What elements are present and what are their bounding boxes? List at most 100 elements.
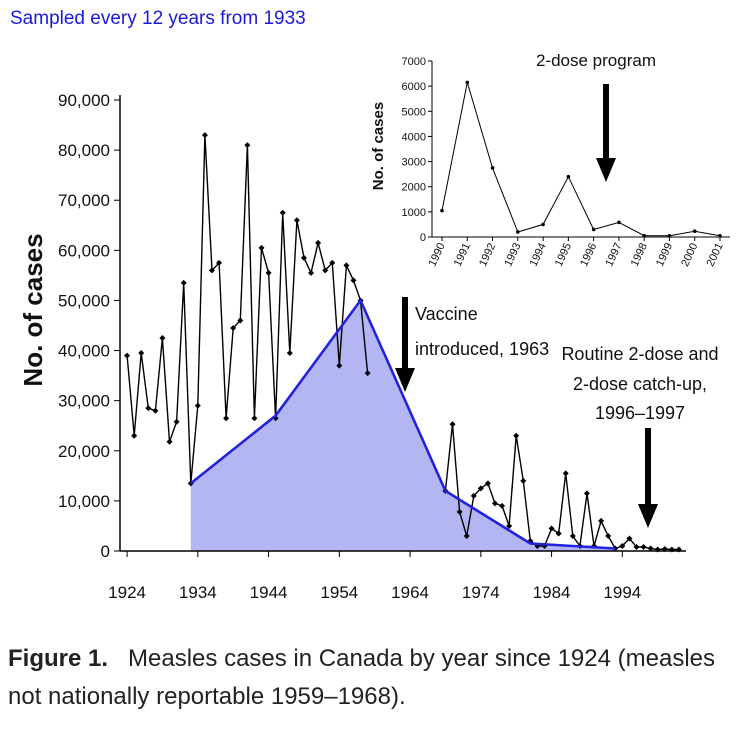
data-point	[138, 350, 145, 357]
data-point	[223, 415, 230, 422]
inset-annotation: 2-dose program	[536, 51, 656, 70]
inset-x-tick-label: 1995	[553, 241, 574, 268]
data-point	[675, 546, 682, 553]
data-point	[216, 259, 223, 266]
y-tick-label: 10,000	[58, 492, 110, 511]
data-point	[548, 525, 555, 532]
inset-x-tick-label: 2000	[679, 241, 700, 268]
data-point	[668, 546, 675, 553]
vaccine-arrow-shaft	[402, 297, 408, 370]
data-point	[159, 335, 166, 342]
data-point	[208, 267, 215, 274]
inset-point	[617, 220, 621, 225]
data-point	[152, 407, 159, 414]
inset-x-tick-label: 1998	[629, 241, 650, 268]
figure-caption-text: Measles cases in Canada by year since 19…	[8, 645, 715, 710]
inset-x-tick-label: 1990	[426, 241, 447, 268]
data-point	[180, 279, 187, 286]
data-point	[364, 370, 371, 377]
data-point	[484, 480, 491, 487]
inset-point	[440, 208, 444, 213]
inset-y-tick-label: 4000	[402, 131, 426, 143]
y-axis-label: No. of cases	[18, 233, 48, 386]
figure-caption: Figure 1. Measles cases in Canada by year…	[8, 640, 743, 716]
data-point	[166, 438, 173, 445]
data-point	[562, 470, 569, 477]
y-tick-label: 0	[101, 542, 110, 561]
data-point	[300, 254, 307, 261]
inset-x-tick-label: 1991	[452, 241, 473, 268]
data-point	[265, 269, 272, 276]
inset-point	[566, 174, 571, 179]
data-point	[619, 542, 626, 549]
inset-y-tick-label: 1000	[402, 207, 426, 219]
x-tick-label: 1974	[462, 583, 500, 602]
data-point	[654, 546, 661, 553]
inset-y-tick-label: 2000	[402, 182, 426, 194]
vaccine-annotation-line2: introduced, 1963	[415, 339, 549, 359]
inset-point	[490, 166, 495, 170]
data-point	[201, 132, 208, 139]
inset-point	[692, 229, 697, 234]
data-point	[286, 350, 293, 357]
data-point	[456, 508, 463, 515]
x-tick-label: 1944	[250, 583, 288, 602]
data-point	[322, 267, 329, 274]
inset-point	[541, 222, 545, 227]
y-tick-label: 50,000	[58, 291, 110, 310]
inset-x-tick-label: 1992	[477, 241, 498, 268]
data-point	[194, 402, 201, 409]
data-point	[293, 217, 300, 224]
two-dose-annotation-line2: 2-dose catch-up,	[573, 374, 707, 394]
y-tick-label: 80,000	[58, 141, 110, 160]
inset-arrow-shaft	[603, 84, 609, 160]
data-point	[605, 532, 612, 539]
inset-point	[516, 230, 520, 234]
vaccine-arrow-head	[395, 368, 415, 392]
data-point	[279, 209, 286, 216]
x-tick-label: 1994	[603, 583, 641, 602]
data-point	[336, 362, 343, 369]
data-point	[315, 239, 322, 246]
data-point	[237, 317, 244, 324]
data-point	[470, 492, 477, 499]
sampled-line	[189, 297, 616, 550]
x-tick-label: 1954	[320, 583, 358, 602]
data-point	[598, 517, 605, 524]
two-dose-arrow-shaft	[645, 428, 651, 506]
sampling-note: Sampled every 12 years from 1933	[10, 8, 306, 29]
inset-x-tick-label: 1997	[603, 241, 624, 268]
y-tick-label: 30,000	[58, 392, 110, 411]
x-tick-label: 1934	[179, 583, 217, 602]
data-point	[244, 142, 251, 149]
data-point	[640, 543, 647, 550]
inset-y-tick-label: 5000	[402, 106, 426, 118]
x-tick-label: 1964	[391, 583, 429, 602]
data-point	[329, 259, 336, 266]
inset-point	[642, 233, 646, 238]
data-point	[145, 405, 152, 412]
data-point	[661, 545, 668, 552]
inset-point	[667, 233, 672, 238]
y-tick-label: 60,000	[58, 241, 110, 260]
inset-y-tick-label: 6000	[402, 81, 426, 93]
inset-x-tick-label: 1993	[502, 241, 523, 268]
inset-arrow-head	[596, 158, 616, 182]
two-dose-annotation-line3: 1996–1997	[595, 403, 685, 423]
data-point	[626, 535, 633, 542]
data-point	[647, 545, 654, 552]
data-point	[258, 244, 265, 251]
inset-x-tick-label: 1994	[528, 241, 549, 268]
y-tick-label: 20,000	[58, 442, 110, 461]
two-dose-arrow-head	[638, 504, 658, 528]
inset-line	[441, 82, 721, 237]
data-point	[173, 418, 180, 425]
sampled-area	[190, 300, 616, 551]
data-point	[124, 352, 131, 359]
data-line	[444, 424, 679, 551]
figure-label: Figure 1.	[8, 645, 109, 672]
x-tick-label: 1984	[533, 583, 571, 602]
inset-x-tick-label: 1999	[654, 241, 675, 268]
data-point	[230, 325, 237, 332]
data-point	[520, 477, 527, 484]
